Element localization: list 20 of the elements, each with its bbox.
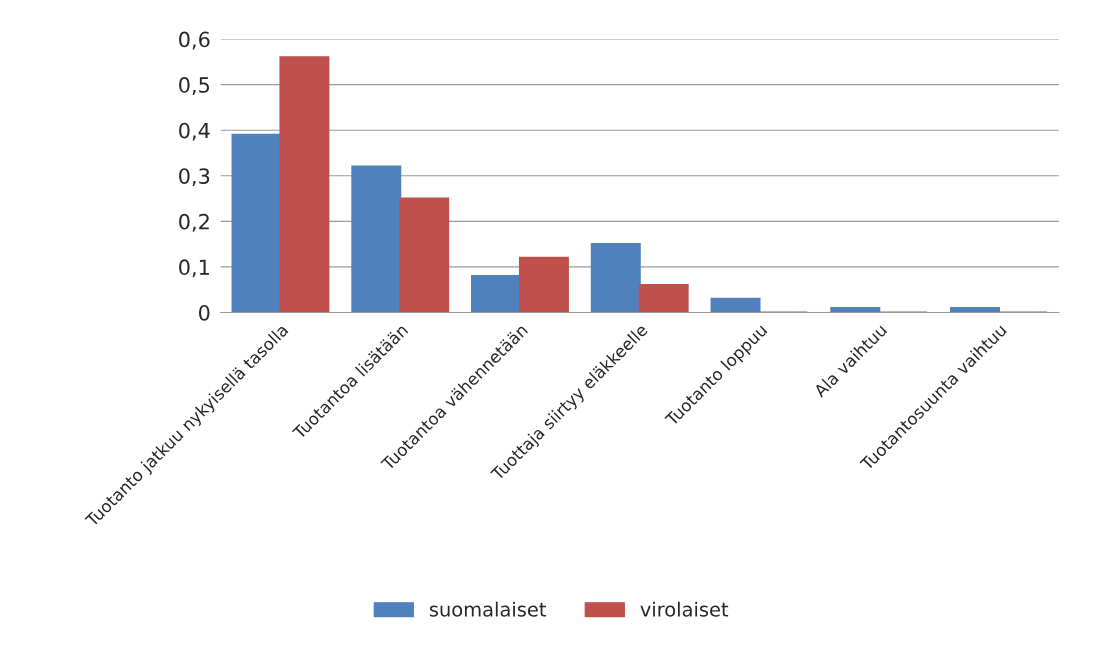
y-tick-label: 0,5 <box>179 77 210 95</box>
bar <box>351 165 402 313</box>
legend-label: suomalaiset <box>429 601 547 617</box>
y-tick-label: 0,4 <box>179 122 210 141</box>
y-tick-label: 0 <box>199 304 210 321</box>
bar <box>518 256 569 313</box>
bar <box>471 274 522 313</box>
bar <box>950 306 1001 313</box>
bar <box>638 284 689 313</box>
bar <box>279 56 330 313</box>
bar <box>231 133 282 313</box>
y-tick-label: 0,1 <box>179 259 209 278</box>
bar <box>399 197 450 313</box>
bar <box>710 297 761 313</box>
y-tick-label: 0,6 <box>179 31 210 50</box>
y-tick-label: 0,2 <box>179 213 209 232</box>
bar <box>830 306 881 313</box>
bar <box>590 243 641 313</box>
legend-label: virolaiset <box>640 601 729 617</box>
y-tick-label: 0,3 <box>179 168 210 187</box>
